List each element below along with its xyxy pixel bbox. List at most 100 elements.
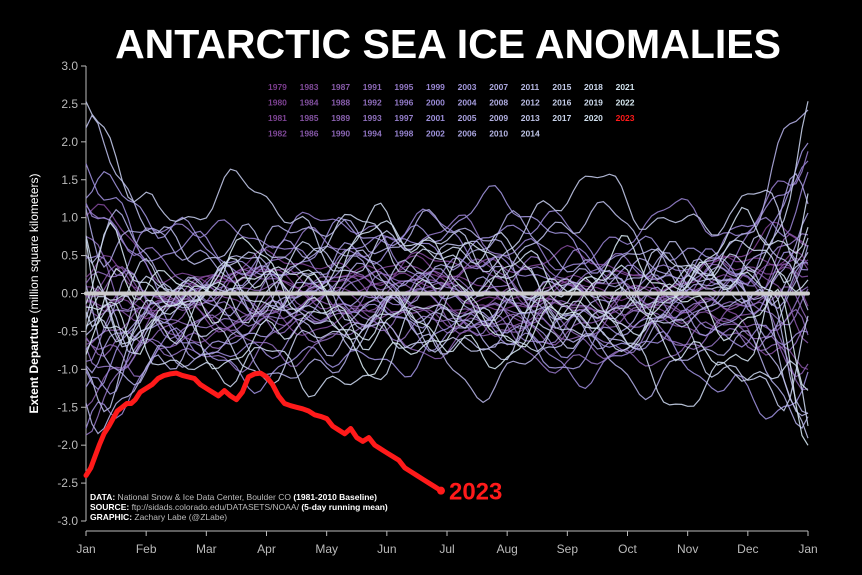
y-tick-label: 1.5 bbox=[61, 173, 78, 187]
year-lines: 2023 bbox=[83, 101, 810, 506]
y-tick-label: -2.0 bbox=[57, 438, 78, 452]
legend-entry: 2010 bbox=[489, 129, 508, 139]
legend-entry: 1982 bbox=[268, 129, 287, 139]
year-line bbox=[85, 236, 809, 446]
source-notes: DATA: National Snow & Ice Data Center, B… bbox=[90, 492, 388, 522]
legend-entry: 1990 bbox=[331, 129, 350, 139]
y-tick-label: 2.5 bbox=[61, 97, 78, 111]
y-tick-label: -1.5 bbox=[57, 400, 78, 414]
legend: 1979 1980 1981 1982 1983 1984 1985 1986 1987 1988… bbox=[268, 82, 635, 139]
year-line bbox=[85, 234, 809, 391]
legend-entry: 2022 bbox=[616, 98, 635, 108]
x-tick-label: Oct bbox=[618, 542, 637, 556]
source-line: GRAPHIC: Zachary Labe (@ZLabe) bbox=[90, 512, 227, 522]
series-2023-end-point bbox=[436, 486, 445, 495]
legend-entry: 1983 bbox=[300, 82, 319, 92]
legend-entry: 2007 bbox=[489, 82, 508, 92]
legend-entry: 1988 bbox=[331, 98, 350, 108]
legend-entry: 2019 bbox=[584, 98, 603, 108]
legend-entry: 2021 bbox=[616, 82, 635, 92]
year-line bbox=[85, 235, 809, 351]
y-tick-label: -3.0 bbox=[57, 514, 78, 528]
legend-entry: 1996 bbox=[394, 98, 413, 108]
legend-entry: 1992 bbox=[363, 98, 382, 108]
y-axis-label-group: Extent Departure (million square kilomet… bbox=[27, 173, 41, 413]
legend-entry: 1981 bbox=[268, 113, 287, 123]
chart-title: ANTARCTIC SEA ICE ANOMALIES bbox=[115, 21, 781, 67]
legend-entry: 2011 bbox=[521, 82, 540, 92]
legend-entry: 1980 bbox=[268, 98, 287, 108]
year-line bbox=[85, 298, 809, 420]
x-tick-label: Jan bbox=[798, 542, 817, 556]
legend-entry: 2006 bbox=[458, 129, 477, 139]
legend-entry: 1987 bbox=[331, 82, 350, 92]
x-tick-label: Jan bbox=[76, 542, 95, 556]
legend-entry: 1986 bbox=[300, 129, 319, 139]
y-axis-label: Extent Departure (million square kilomet… bbox=[27, 173, 41, 413]
year-line bbox=[85, 284, 809, 430]
legend-entry: 2020 bbox=[584, 113, 603, 123]
series-2023-label: 2023 bbox=[449, 479, 502, 506]
legend-entry: 2003 bbox=[458, 82, 477, 92]
x-tick-label: Mar bbox=[196, 542, 217, 556]
legend-entry: 2015 bbox=[552, 82, 571, 92]
legend-entry: 2023 bbox=[616, 113, 635, 123]
y-tick-label: -1.0 bbox=[57, 362, 78, 376]
legend-entry: 1997 bbox=[394, 113, 413, 123]
x-tick-label: Sep bbox=[557, 542, 579, 556]
legend-entry: 2000 bbox=[426, 98, 445, 108]
legend-entry: 1984 bbox=[300, 98, 319, 108]
legend-entry: 2001 bbox=[426, 113, 445, 123]
legend-entry: 1985 bbox=[300, 113, 319, 123]
year-line bbox=[85, 295, 809, 427]
x-tick-label: Feb bbox=[136, 542, 157, 556]
y-tick-label: 3.0 bbox=[61, 59, 78, 73]
legend-entry: 1989 bbox=[331, 113, 350, 123]
x-tick-label: Dec bbox=[737, 542, 758, 556]
y-tick-label: -2.5 bbox=[57, 476, 78, 490]
source-line: DATA: National Snow & Ice Data Center, B… bbox=[90, 492, 377, 502]
x-tick-label: Nov bbox=[677, 542, 698, 556]
year-line bbox=[85, 286, 809, 436]
axes: 3.0 2.5 2.0 1.5 1.0 0.5 0.0 -0.5 -1.0 -1.5 -2.0 -2.… bbox=[57, 59, 817, 556]
legend-entry: 2009 bbox=[489, 113, 508, 123]
y-tick-label: 0.5 bbox=[61, 249, 78, 263]
x-tick-label: May bbox=[315, 542, 338, 556]
legend-entry: 1993 bbox=[363, 113, 382, 123]
legend-entry: 1979 bbox=[268, 82, 287, 92]
source-line: SOURCE: ftp://sidads.colorado.edu/DATASE… bbox=[90, 502, 388, 512]
year-line bbox=[85, 280, 809, 435]
x-tick-label: Apr bbox=[257, 542, 276, 556]
legend-entry: 2012 bbox=[521, 98, 540, 108]
y-tick-label: -0.5 bbox=[57, 324, 78, 338]
legend-entry: 1999 bbox=[426, 82, 445, 92]
y-tick-label: 0.0 bbox=[61, 287, 78, 301]
legend-entry: 2008 bbox=[489, 98, 508, 108]
year-line bbox=[85, 265, 809, 412]
year-line bbox=[85, 233, 809, 362]
y-tick-label: 1.0 bbox=[61, 211, 78, 225]
year-line bbox=[85, 142, 809, 287]
legend-entry: 1994 bbox=[363, 129, 382, 139]
x-tick-label: Aug bbox=[496, 542, 517, 556]
year-line bbox=[85, 221, 809, 370]
year-line bbox=[85, 240, 809, 413]
legend-entry: 1995 bbox=[394, 82, 413, 92]
legend-entry: 2016 bbox=[552, 98, 571, 108]
legend-entry: 2004 bbox=[458, 98, 477, 108]
legend-entry: 1991 bbox=[363, 82, 382, 92]
year-line bbox=[85, 101, 809, 274]
legend-entry: 2017 bbox=[552, 113, 571, 123]
year-line bbox=[85, 114, 809, 322]
year-line bbox=[85, 296, 809, 391]
legend-entry: 2002 bbox=[426, 129, 445, 139]
legend-entry: 2013 bbox=[521, 113, 540, 123]
legend-entry: 2018 bbox=[584, 82, 603, 92]
legend-entry: 2014 bbox=[521, 129, 540, 139]
x-tick-label: Jul bbox=[439, 542, 454, 556]
series-2023-line bbox=[83, 370, 444, 494]
x-tick-label: Jun bbox=[377, 542, 396, 556]
legend-entry: 1998 bbox=[394, 129, 413, 139]
